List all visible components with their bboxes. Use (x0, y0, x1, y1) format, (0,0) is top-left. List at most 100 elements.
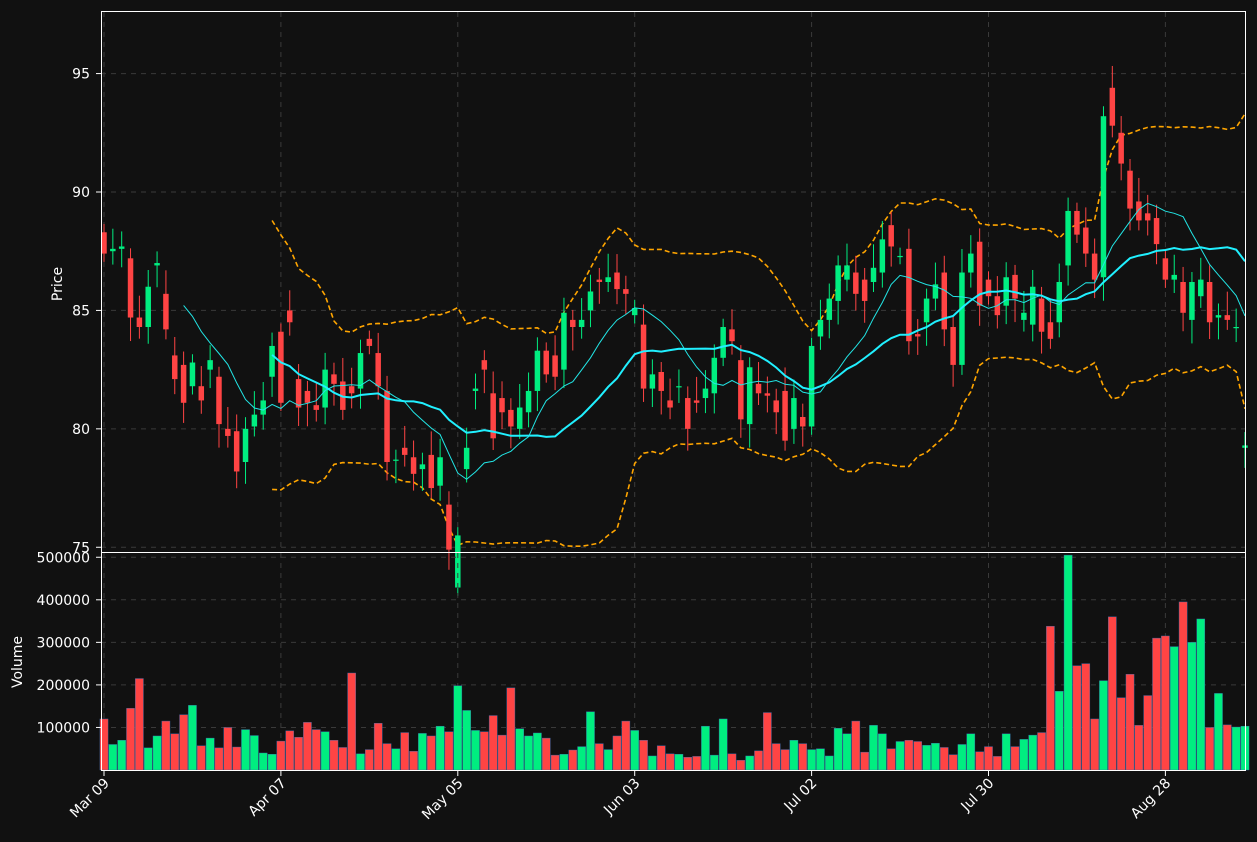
candle-body (720, 327, 726, 358)
volume-bar (763, 712, 772, 771)
price-y-axis: 75 80 85 90 95 (72, 67, 101, 556)
volume-bar (595, 743, 604, 771)
volume-bar (541, 737, 551, 771)
candle-body (685, 398, 691, 429)
volume-bar (1046, 625, 1055, 771)
candle-body (313, 405, 320, 410)
candle-body (587, 291, 594, 311)
candle-body (1171, 274, 1177, 280)
candle-body (614, 272, 620, 290)
candle-body (923, 298, 930, 323)
candle-body (853, 272, 859, 294)
candle-body (260, 400, 266, 415)
volume-bar (1010, 746, 1020, 771)
volume-bar (382, 743, 392, 771)
volume-bar (798, 743, 808, 771)
volume-bar (497, 734, 507, 771)
candle-body (225, 428, 231, 436)
candle-body (676, 386, 682, 388)
volume-bar (639, 740, 648, 771)
volume-bar (471, 730, 480, 771)
volume-bar (303, 722, 312, 771)
price-panel: 75 80 85 90 95 Price (50, 11, 1248, 596)
candle-body (950, 327, 956, 365)
candle-body (1162, 258, 1169, 280)
volume-bar (586, 711, 595, 771)
volume-bar (1134, 725, 1144, 771)
candle-body (446, 504, 452, 550)
volume-bar (391, 748, 401, 771)
candle-body (888, 225, 894, 247)
candle-body (1021, 312, 1027, 320)
candle-body (233, 431, 240, 472)
volume-bar (126, 708, 135, 771)
volume-bar (833, 728, 843, 771)
volume-bar (692, 756, 701, 771)
volume-bar (674, 754, 684, 771)
candle-body (163, 293, 169, 330)
candle-body (906, 248, 912, 342)
candle-body (817, 319, 824, 337)
candle-body (410, 457, 417, 474)
candle-body (525, 390, 532, 413)
volume-bar (603, 749, 613, 771)
volume-bar (117, 740, 126, 771)
candle-body (985, 279, 992, 297)
candle-body (499, 398, 505, 413)
upper-band-path (271, 113, 1246, 335)
volume-bar (435, 725, 445, 771)
volume-bar (931, 742, 940, 771)
candle-body (649, 374, 656, 389)
candle-body (746, 367, 753, 425)
candle-body (207, 360, 213, 370)
moving-average-short-line (183, 202, 1246, 480)
volume-bar (347, 672, 356, 771)
volume-bar (736, 760, 746, 771)
lower-band-path (272, 356, 1246, 547)
volume-bar (727, 753, 737, 771)
candle-body (755, 383, 762, 394)
volume-bar (895, 741, 905, 771)
volume-bar (878, 733, 887, 771)
volume-bar (1187, 642, 1197, 771)
candle-body (711, 357, 718, 394)
candle-body (543, 350, 549, 375)
candle-body (1074, 210, 1080, 235)
candle-body (348, 386, 355, 394)
candle-body (976, 241, 983, 306)
candle-body (180, 364, 187, 403)
volume-bar (1231, 726, 1241, 771)
candle-body (251, 414, 258, 427)
ma-long-path (271, 246, 1246, 438)
volume-bar (886, 748, 896, 771)
volume-bar (1205, 727, 1214, 771)
volume-bar (780, 749, 790, 771)
volume-tick-label: 100000 (37, 720, 90, 736)
price-tick-label: 95 (72, 67, 90, 83)
moving-average-long-line (271, 246, 1246, 438)
volume-bar (957, 744, 967, 771)
candle-body (463, 447, 470, 470)
candle-body (118, 246, 125, 249)
volume-bar (1019, 739, 1029, 771)
candle-body (375, 353, 381, 387)
candle-body (1127, 170, 1133, 209)
volume-bar (1169, 646, 1179, 771)
candle-body (1100, 116, 1107, 278)
volume-bar (1081, 663, 1091, 771)
candle-body (800, 417, 806, 427)
volume-bar (1196, 618, 1206, 771)
volume-bar (1090, 718, 1099, 771)
candle-body (1180, 282, 1186, 313)
volume-bar (612, 735, 622, 771)
candle-body (870, 267, 877, 282)
candle-body (1118, 132, 1124, 164)
candle-body (1189, 282, 1195, 320)
candle-body (631, 308, 638, 316)
volume-panel: 100000 200000 300000 400000 500000 Volume (10, 550, 1250, 771)
volume-bar (338, 747, 348, 771)
candle-body (1153, 218, 1160, 245)
candle-body (570, 319, 576, 327)
volume-bar (161, 720, 171, 771)
volume-bar (993, 756, 1002, 771)
